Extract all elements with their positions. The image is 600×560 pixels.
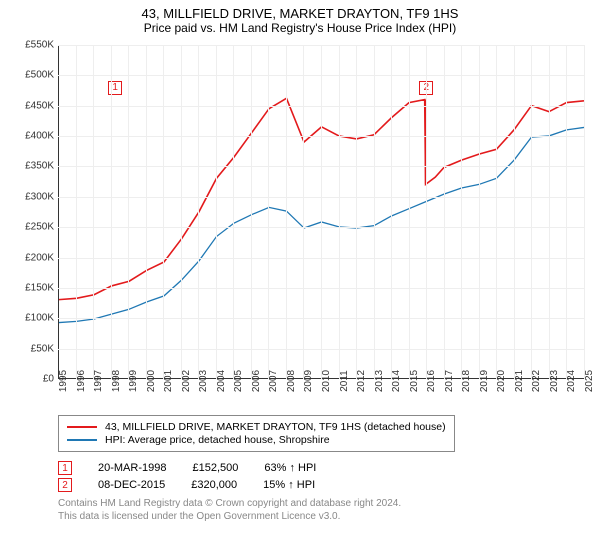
y-tick-label: £200K bbox=[25, 252, 54, 263]
x-gridline bbox=[444, 45, 445, 379]
x-gridline bbox=[566, 45, 567, 379]
transactions-table: 1 20-MAR-1998 £152,500 63% ↑ HPI 2 08-DEC-201… bbox=[58, 461, 588, 492]
x-gridline bbox=[374, 45, 375, 379]
transaction-date: 08-DEC-2015 bbox=[98, 479, 165, 491]
x-gridline bbox=[303, 45, 304, 379]
x-gridline bbox=[531, 45, 532, 379]
x-gridline bbox=[286, 45, 287, 379]
transaction-marker: 1 bbox=[58, 461, 72, 475]
x-gridline bbox=[479, 45, 480, 379]
x-axis: 1995199619971998199920002001200220032004… bbox=[58, 379, 584, 409]
x-gridline bbox=[163, 45, 164, 379]
chart-title-block: 43, MILLFIELD DRIVE, MARKET DRAYTON, TF9… bbox=[12, 6, 588, 35]
legend-label: HPI: Average price, detached house, Shro… bbox=[105, 434, 330, 446]
x-tick-label: 2025 bbox=[584, 370, 600, 392]
x-gridline bbox=[198, 45, 199, 379]
x-gridline bbox=[76, 45, 77, 379]
chart-subtitle: Price paid vs. HM Land Registry's House … bbox=[12, 21, 588, 35]
transaction-row: 1 20-MAR-1998 £152,500 63% ↑ HPI bbox=[58, 461, 588, 475]
transaction-price: £152,500 bbox=[192, 462, 238, 474]
x-gridline bbox=[216, 45, 217, 379]
legend-swatch bbox=[67, 426, 97, 428]
y-tick-label: £500K bbox=[25, 70, 54, 81]
x-gridline bbox=[461, 45, 462, 379]
footer: Contains HM Land Registry data © Crown c… bbox=[58, 498, 588, 523]
y-tick-label: £100K bbox=[25, 313, 54, 324]
x-gridline bbox=[321, 45, 322, 379]
legend: 43, MILLFIELD DRIVE, MARKET DRAYTON, TF9… bbox=[58, 415, 455, 452]
y-tick-label: £550K bbox=[25, 40, 54, 51]
footer-line-1: Contains HM Land Registry data © Crown c… bbox=[58, 498, 588, 511]
transaction-delta: 63% ↑ HPI bbox=[264, 462, 316, 474]
x-gridline bbox=[514, 45, 515, 379]
chart-container: 43, MILLFIELD DRIVE, MARKET DRAYTON, TF9… bbox=[0, 0, 600, 527]
y-tick-label: £50K bbox=[31, 343, 54, 354]
x-gridline bbox=[496, 45, 497, 379]
x-gridline bbox=[146, 45, 147, 379]
x-gridline bbox=[549, 45, 550, 379]
y-tick-label: £300K bbox=[25, 191, 54, 202]
x-gridline bbox=[409, 45, 410, 379]
legend-label: 43, MILLFIELD DRIVE, MARKET DRAYTON, TF9… bbox=[105, 421, 446, 433]
chart-plot-area: £0 £50K £100K £150K £200K £250K £300K £350K £400… bbox=[12, 39, 588, 409]
chart-title: 43, MILLFIELD DRIVE, MARKET DRAYTON, TF9… bbox=[12, 6, 588, 21]
x-gridline bbox=[251, 45, 252, 379]
legend-swatch bbox=[67, 439, 97, 441]
x-gridline bbox=[93, 45, 94, 379]
x-gridline bbox=[426, 45, 427, 379]
x-gridline bbox=[111, 45, 112, 379]
transaction-marker: 2 bbox=[58, 478, 72, 492]
y-tick-label: £150K bbox=[25, 282, 54, 293]
y-tick-label: £400K bbox=[25, 131, 54, 142]
x-gridline bbox=[128, 45, 129, 379]
x-gridline bbox=[584, 45, 585, 379]
transaction-row: 2 08-DEC-2015 £320,000 15% ↑ HPI bbox=[58, 478, 588, 492]
x-gridline bbox=[339, 45, 340, 379]
x-gridline bbox=[233, 45, 234, 379]
y-axis: £0£50K£100K£150K£200K£250K£300K£350K£400… bbox=[12, 45, 58, 379]
y-tick-label: £450K bbox=[25, 100, 54, 111]
x-gridline bbox=[268, 45, 269, 379]
transaction-delta: 15% ↑ HPI bbox=[263, 479, 315, 491]
x-gridline bbox=[391, 45, 392, 379]
transaction-price: £320,000 bbox=[191, 479, 237, 491]
y-tick-label: £250K bbox=[25, 222, 54, 233]
transaction-date: 20-MAR-1998 bbox=[98, 462, 166, 474]
y-tick-label: £350K bbox=[25, 161, 54, 172]
footer-line-2: This data is licensed under the Open Gov… bbox=[58, 511, 588, 524]
y-tick-label: £0 bbox=[43, 374, 54, 385]
x-gridline bbox=[356, 45, 357, 379]
x-gridline bbox=[181, 45, 182, 379]
legend-row: HPI: Average price, detached house, Shro… bbox=[67, 434, 446, 446]
legend-row: 43, MILLFIELD DRIVE, MARKET DRAYTON, TF9… bbox=[67, 421, 446, 433]
